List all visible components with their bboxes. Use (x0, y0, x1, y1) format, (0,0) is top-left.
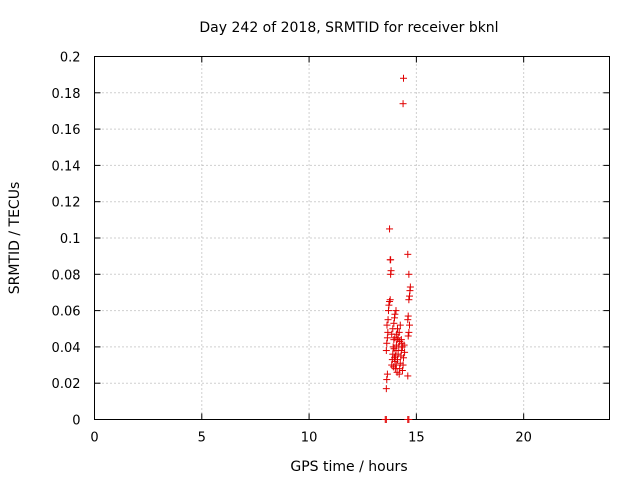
data-point (383, 370, 391, 378)
data-point (399, 361, 407, 369)
y-tick-label: 0.04 (52, 341, 81, 356)
data-point (404, 250, 412, 258)
data-point (382, 347, 390, 355)
data-point (400, 341, 408, 349)
y-tick-label: 0.18 (52, 87, 81, 102)
data-point (405, 416, 413, 423)
data-point (386, 296, 394, 304)
y-tick-label: 0.14 (52, 159, 81, 174)
data-point (396, 337, 404, 345)
data-point (392, 307, 400, 315)
data-point (385, 301, 393, 309)
y-tick-label: 0.06 (52, 305, 81, 320)
data-point (384, 316, 392, 324)
data-point (405, 270, 413, 278)
y-tick-label: 0.16 (52, 123, 81, 138)
x-tick-label: 0 (90, 431, 98, 446)
data-point (383, 376, 391, 384)
y-tick-label: 0 (72, 414, 80, 429)
x-axis-label: GPS time / hours (290, 459, 407, 475)
y-tick-label: 0.08 (52, 268, 81, 283)
y-tick-label: 0.1 (60, 232, 81, 247)
x-tick-label: 20 (515, 431, 532, 446)
data-point (404, 332, 412, 340)
data-point (382, 416, 390, 423)
data-point (406, 283, 414, 291)
data-point (393, 325, 401, 333)
data-point (382, 385, 390, 393)
x-tick-label: 5 (198, 431, 206, 446)
data-point (396, 321, 404, 329)
chart-title: Day 242 of 2018, SRMTID for receiver bkn… (199, 20, 498, 36)
data-point (383, 321, 391, 329)
axis-ticks (94, 56, 610, 420)
data-point (404, 312, 412, 320)
data-point (404, 372, 412, 380)
data-point (390, 345, 398, 353)
data-point (393, 330, 401, 338)
data-point (391, 310, 399, 318)
y-tick-label: 0.02 (52, 377, 81, 392)
data-point (397, 347, 405, 355)
plot-frame (94, 56, 610, 420)
data-point (405, 296, 413, 304)
data-point (405, 328, 413, 336)
data-point (397, 336, 405, 344)
x-tick-labels: 0 5 10 15 20 (90, 431, 532, 446)
y-tick-label: 0.2 (60, 51, 81, 66)
data-point (399, 100, 407, 108)
y-tick-labels: 0 0.02 0.04 0.06 0.08 0.1 0.12 0.14 0.16 0.18 0.2 (52, 51, 81, 429)
data-point (386, 225, 394, 233)
x-tick-label: 15 (408, 431, 425, 446)
data-point (383, 339, 391, 347)
data-point (400, 354, 407, 362)
data-point (387, 256, 395, 264)
data-point (387, 267, 395, 275)
grid-lines (94, 56, 610, 420)
y-tick-label: 0.12 (52, 196, 81, 211)
data-point (390, 354, 398, 362)
data-point (400, 74, 407, 82)
data-point (398, 366, 406, 374)
data-point (390, 319, 398, 327)
x-tick-label: 10 (301, 431, 318, 446)
data-point (401, 348, 409, 356)
data-point (386, 298, 394, 306)
data-point (391, 334, 399, 342)
data-point (398, 343, 406, 351)
data-point (384, 328, 392, 336)
data-points (381, 74, 414, 423)
data-point (389, 363, 397, 371)
data-point (406, 321, 414, 329)
data-point (393, 356, 401, 364)
y-axis-label: SRMTID / TECUs (7, 182, 23, 295)
